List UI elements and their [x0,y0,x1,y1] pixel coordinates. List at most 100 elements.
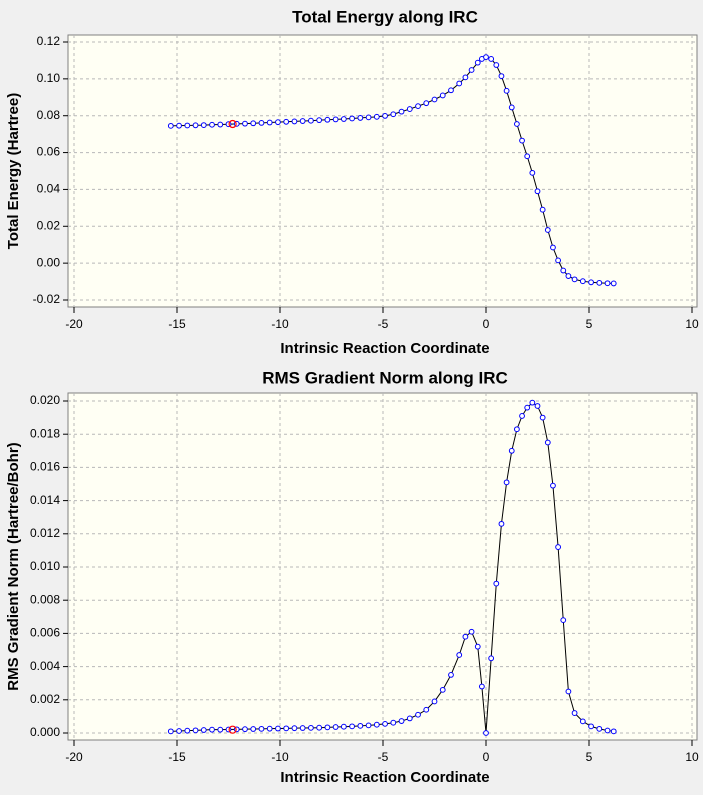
data-point [217,726,224,733]
data-point [604,280,611,287]
data-point [524,153,531,160]
data-point [340,723,347,730]
data-point [508,104,515,111]
data-point [604,727,611,734]
data-point [184,122,191,129]
data-point [357,722,364,729]
y-tick-label: -0.02 [33,292,61,306]
x-tick-label: -10 [271,750,289,764]
data-point [192,122,199,129]
x-tick-label: -15 [168,750,186,764]
data-point [610,728,617,735]
y-tick-label: 0.04 [37,182,61,196]
y-tick-label: 0.016 [30,460,60,474]
data-point [539,414,546,421]
plot-area [67,34,698,308]
data-point [406,715,413,722]
data-point [423,706,430,713]
data-point [529,399,536,406]
data-point [448,672,454,678]
y-tick-label: 0.004 [30,659,60,673]
y-tick-label: 0.00 [37,255,61,269]
data-point [588,279,594,286]
x-tick-label: -10 [271,317,289,331]
data-point [242,120,248,127]
data-point [415,711,421,718]
data-point [423,100,430,107]
data-point [483,54,489,61]
data-point [488,655,495,662]
data-point [349,723,356,730]
data-point [534,403,541,409]
data-point [283,725,290,732]
y-tick-label: 0.008 [30,592,60,606]
data-point [382,720,388,727]
y-tick-label: 0.014 [30,493,60,507]
data-point [390,719,397,726]
data-point [534,188,541,195]
y-tick-label: 0.08 [37,108,61,122]
data-point [209,121,215,128]
data-point [373,721,380,728]
y-tick-label: 0.006 [30,626,60,640]
data-point [503,87,510,94]
data-point [498,520,505,527]
data-point [474,59,481,66]
data-point [560,267,567,274]
data-point [555,544,561,550]
data-point [365,114,372,121]
y-tick-label: 0.000 [30,725,60,739]
data-point [456,80,463,87]
data-point [503,479,510,486]
data-point [493,62,500,68]
data-point [529,169,536,176]
data-point [478,683,485,690]
data-point [176,728,182,734]
data-point [579,718,586,725]
data-point [398,108,405,115]
data-point [539,206,546,213]
y-tick-label: 0.12 [37,34,61,48]
data-point [382,112,388,119]
y-tick-label: 0.012 [30,526,60,540]
y-tick-label: 0.018 [30,426,60,440]
data-point [324,724,331,731]
data-point [596,279,603,286]
data-point [373,113,380,120]
data-point [439,686,446,693]
data-point [431,96,438,103]
data-point [167,728,174,735]
data-point [571,710,578,716]
x-tick-label: -5 [378,750,389,764]
data-point [176,122,182,129]
data-point [579,278,586,285]
data-point [519,413,525,419]
data-point [357,115,364,121]
x-axis-label: Intrinsic Reaction Coordinate [280,769,489,786]
data-point [250,726,257,732]
data-point [167,122,174,129]
data-point [266,725,273,732]
x-axis-label: Intrinsic Reaction Coordinate [280,340,489,357]
data-point [406,106,413,112]
data-point [258,120,265,126]
x-tick-label: 0 [483,750,490,764]
data-point [365,722,372,729]
data-point [483,730,489,736]
data-point [544,439,551,446]
data-point [468,628,475,635]
data-point [324,116,331,123]
data-point [291,725,298,732]
data-point [390,111,397,118]
data-point [200,122,207,129]
data-point [316,724,323,731]
y-tick-label: 0.020 [30,393,60,407]
data-point [308,117,314,124]
data-point [565,688,572,695]
data-point [555,257,561,264]
data-point [283,118,290,125]
data-point [571,276,578,283]
x-tick-label: -20 [65,750,83,764]
y-tick-label: 0.002 [30,692,60,706]
